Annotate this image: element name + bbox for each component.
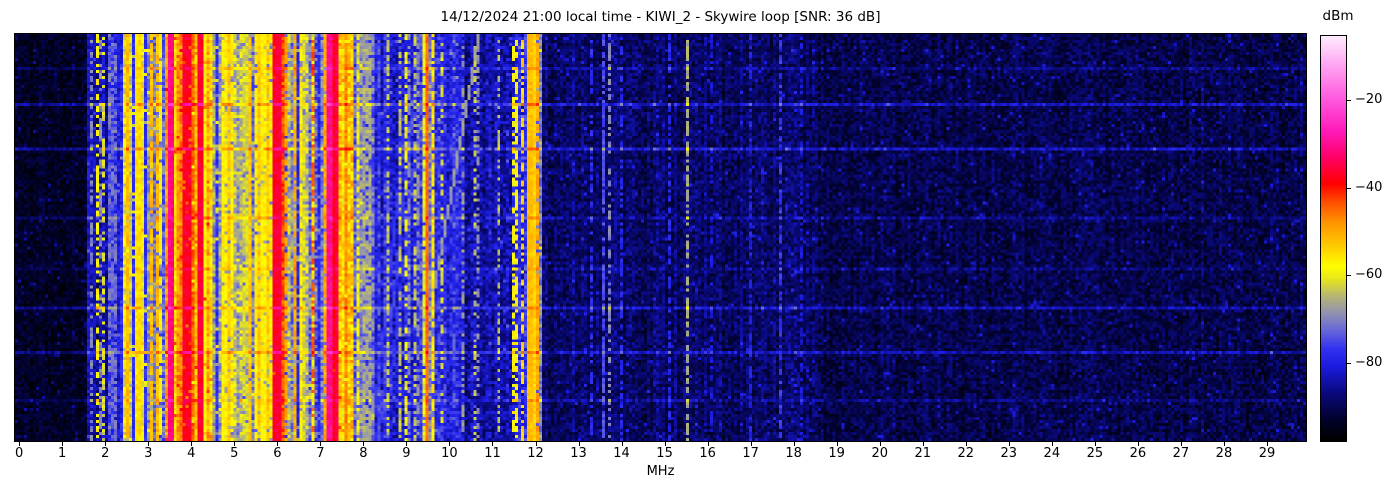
x-tick-label: 21 [914, 446, 932, 461]
x-tick-label: 8 [359, 446, 368, 461]
x-tick-label: 0 [15, 446, 24, 461]
x-tick-mark [191, 442, 193, 446]
colorbar-tick-mark [1347, 363, 1351, 365]
x-tick-label: 4 [187, 446, 196, 461]
x-tick-label: 29 [1258, 446, 1276, 461]
x-tick-mark [793, 442, 795, 446]
x-tick-mark [1094, 442, 1096, 446]
x-tick-mark [578, 442, 580, 446]
x-tick-mark [1266, 442, 1268, 446]
x-tick-mark [449, 442, 451, 446]
x-tick-label: 11 [484, 446, 501, 461]
x-tick-label: 12 [527, 446, 544, 461]
x-tick-mark [363, 442, 365, 446]
colorbar-tick-mark [1347, 99, 1351, 101]
x-tick-label: 3 [144, 446, 153, 461]
colorbar-tick-label: −20 [1355, 91, 1383, 107]
x-tick-mark [879, 442, 881, 446]
x-tick-label: 16 [699, 446, 716, 461]
x-axis-label: MHz [646, 464, 675, 479]
x-tick-label: 15 [656, 446, 673, 461]
x-tick-label: 10 [441, 446, 458, 461]
x-tick-mark [277, 442, 279, 446]
x-tick-mark [664, 442, 666, 446]
x-tick-mark [922, 442, 924, 446]
x-tick-mark [234, 442, 236, 446]
x-tick-label: 14 [613, 446, 630, 461]
colorbar-tick-mark [1347, 275, 1351, 277]
x-tick-label: 17 [742, 446, 759, 461]
x-tick-label: 25 [1086, 446, 1104, 461]
x-tick-label: 27 [1172, 446, 1190, 461]
colorbar [1320, 35, 1347, 442]
x-tick-label: 22 [957, 446, 975, 461]
x-tick-label: 9 [402, 446, 411, 461]
waterfall-canvas [15, 34, 1306, 441]
colorbar-tick-label: −40 [1355, 179, 1383, 195]
x-tick-label: 24 [1043, 446, 1061, 461]
x-tick-mark [62, 442, 64, 446]
x-tick-label: 23 [1000, 446, 1018, 461]
waterfall-plot [14, 33, 1307, 442]
x-tick-mark [1180, 442, 1182, 446]
x-tick-label: 13 [570, 446, 587, 461]
x-tick-label: 19 [828, 446, 845, 461]
x-tick-mark [965, 442, 967, 446]
x-tick-label: 7 [316, 446, 325, 461]
x-tick-mark [707, 442, 709, 446]
x-tick-label: 6 [273, 446, 282, 461]
x-tick-label: 5 [230, 446, 239, 461]
colorbar-tick-label: −60 [1355, 267, 1383, 283]
colorbar-gradient [1321, 36, 1346, 441]
x-tick-label: 1 [58, 446, 67, 461]
x-tick-mark [1223, 442, 1225, 446]
colorbar-unit-label: dBm [1322, 8, 1354, 24]
x-tick-mark [320, 442, 322, 446]
x-tick-mark [105, 442, 107, 446]
x-tick-mark [621, 442, 623, 446]
x-tick-mark [19, 442, 21, 446]
x-tick-label: 20 [871, 446, 888, 461]
x-tick-mark [1008, 442, 1010, 446]
x-tick-mark [1137, 442, 1139, 446]
chart-title: 14/12/2024 21:00 local time - KIWI_2 - S… [440, 9, 881, 25]
x-tick-mark [836, 442, 838, 446]
colorbar-tick-mark [1347, 187, 1351, 189]
x-tick-mark [535, 442, 537, 446]
x-tick-mark [148, 442, 150, 446]
x-tick-label: 18 [785, 446, 802, 461]
x-tick-label: 2 [101, 446, 110, 461]
x-tick-mark [406, 442, 408, 446]
colorbar-tick-label: −80 [1355, 355, 1383, 371]
x-tick-label: 28 [1215, 446, 1233, 461]
x-tick-mark [750, 442, 752, 446]
x-tick-label: 26 [1129, 446, 1147, 461]
x-tick-mark [1051, 442, 1053, 446]
x-tick-mark [492, 442, 494, 446]
